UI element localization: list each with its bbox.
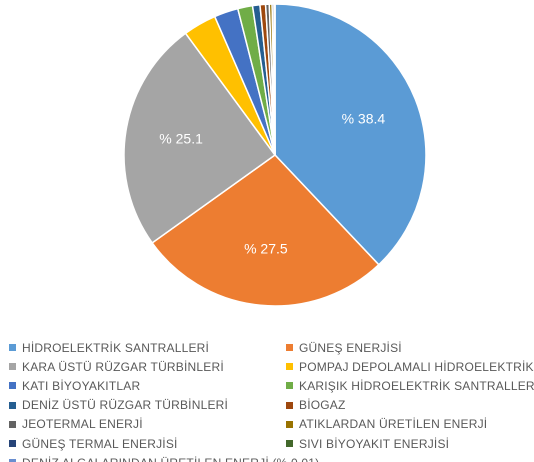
legend-label-10: GÜNEŞ TERMAL ENERJİSİ — [22, 436, 178, 451]
legend-item-5: KARIŞIK HİDROELEKTRİK SANTRALLERİ — [286, 376, 534, 395]
legend-swatch-12 — [9, 459, 16, 462]
legend-swatch-1 — [286, 344, 293, 351]
legend-item-10: GÜNEŞ TERMAL ENERJİSİ — [9, 434, 178, 453]
pie-data-label-0: % 38.4 — [342, 111, 386, 127]
legend-swatch-9 — [286, 420, 293, 428]
legend-item-4: KATI BİYOYAKITLAR — [9, 376, 140, 395]
legend-swatch-4 — [9, 382, 16, 390]
pie-plot-area: % 38.4 % 27.5 % 25.1 — [123, 3, 427, 307]
pie-data-label-2: % 25.1 — [159, 131, 203, 147]
legend-swatch-8 — [9, 420, 16, 428]
legend-label-6: DENİZ ÜSTÜ RÜZGAR TÜRBİNLERİ — [22, 398, 229, 413]
legend-label-9: ATIKLARDAN ÜRETİLEN ENERJİ — [299, 417, 488, 432]
legend-label-5: KARIŞIK HİDROELEKTRİK SANTRALLERİ — [299, 378, 534, 393]
legend-swatch-2 — [9, 363, 16, 371]
legend-item-7: BİOGAZ — [286, 396, 346, 415]
pie-slice-0 — [274, 3, 427, 266]
legend-item-6: DENİZ ÜSTÜ RÜZGAR TÜRBİNLERİ — [9, 396, 228, 415]
legend-label-4: KATI BİYOYAKITLAR — [22, 378, 141, 393]
pie-slice-1 — [151, 154, 380, 307]
legend-label-1: GÜNEŞ ENERJİSİ — [299, 340, 402, 355]
pie-slice-2 — [123, 32, 277, 244]
legend-swatch-3 — [286, 363, 293, 371]
legend-swatch-5 — [286, 382, 293, 390]
legend-swatch-6 — [9, 401, 16, 409]
legend-item-11: SIVI BİYOYAKIT ENERJİSİ — [286, 434, 449, 453]
pie-slices — [123, 3, 427, 307]
legend-label-2: KARA ÜSTÜ RÜZGAR TÜRBİNLERİ — [22, 359, 224, 374]
legend-swatch-0 — [9, 344, 16, 351]
pie-data-label-1: % 27.5 — [244, 240, 288, 256]
legend-item-2: KARA ÜSTÜ RÜZGAR TÜRBİNLERİ — [9, 357, 224, 376]
legend-swatch-7 — [286, 401, 293, 409]
legend-swatch-11 — [286, 440, 293, 447]
pie-data-labels: % 38.4 % 27.5 % 25.1 — [159, 111, 385, 257]
legend-item-0: HİDROELEKTRİK SANTRALLERİ — [9, 338, 209, 357]
legend-label-7: BİOGAZ — [299, 398, 346, 413]
legend-item-9: ATIKLARDAN ÜRETİLEN ENERJİ — [286, 415, 487, 434]
legend-label-11: SIVI BİYOYAKIT ENERJİSİ — [299, 436, 450, 451]
chart-legend: HİDROELEKTRİK SANTRALLERİ GÜNEŞ ENERJİSİ K… — [0, 338, 534, 462]
legend-item-3: POMPAJ DEPOLAMALI HİDROELEKTRİK — [286, 357, 534, 376]
legend-item-12: DENİZ ALGALARINDAN ÜRETİLEN ENERJİ (% 0.… — [9, 453, 319, 462]
legend-label-8: JEOTERMAL ENERJİ — [22, 417, 143, 432]
legend-label-12: DENİZ ALGALARINDAN ÜRETİLEN ENERJİ (% 0.… — [22, 456, 319, 462]
legend-label-0: HİDROELEKTRİK SANTRALLERİ — [22, 340, 210, 355]
legend-swatch-10 — [9, 440, 16, 447]
legend-item-1: GÜNEŞ ENERJİSİ — [286, 338, 402, 357]
legend-label-3: POMPAJ DEPOLAMALI HİDROELEKTRİK — [299, 359, 534, 374]
legend-item-8: JEOTERMAL ENERJİ — [9, 415, 143, 434]
